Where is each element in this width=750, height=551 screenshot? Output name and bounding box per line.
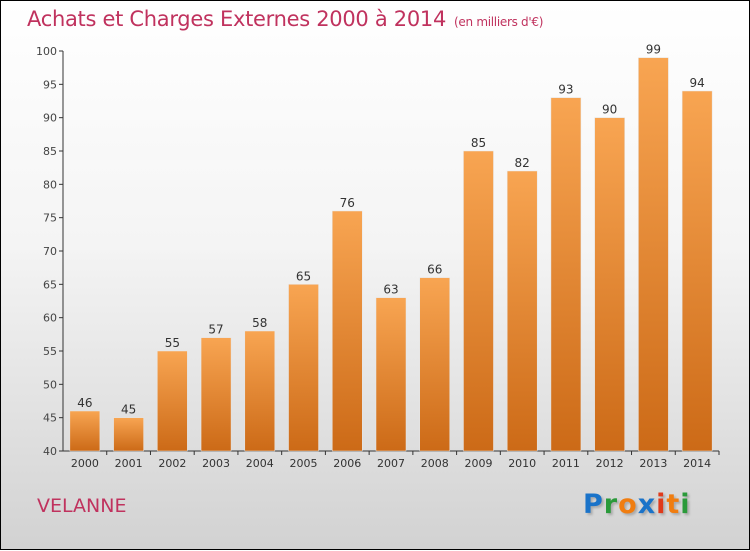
proxiti-logo: Proxiti — [583, 489, 691, 520]
data-label: 94 — [689, 76, 704, 90]
x-tick-label: 2002 — [158, 457, 186, 470]
data-label: 55 — [165, 336, 180, 350]
x-tick-label: 2010 — [508, 457, 536, 470]
y-tick-label: 100 — [36, 45, 57, 58]
logo-letter: i — [680, 489, 691, 520]
logo-letter: r — [603, 489, 619, 520]
bar-2002 — [157, 350, 188, 452]
y-tick-label: 45 — [43, 412, 57, 425]
logo-letter: i — [656, 489, 667, 520]
bar-2007 — [375, 297, 407, 452]
y-tick-label: 90 — [43, 112, 57, 125]
x-tick-label: 2004 — [246, 457, 274, 470]
bar-2011 — [550, 97, 582, 452]
data-label: 99 — [646, 43, 661, 57]
x-tick-label: 2012 — [596, 457, 624, 470]
data-label: 63 — [383, 283, 398, 297]
unit-label: (en milliers d'€) — [454, 15, 544, 29]
y-tick-label: 80 — [43, 178, 57, 191]
y-tick-label: 70 — [43, 245, 57, 258]
bar-2013 — [638, 57, 669, 452]
bar-2006 — [332, 210, 363, 452]
data-label: 93 — [558, 83, 573, 97]
commune-name: VELANNE — [37, 495, 127, 517]
logo-letter: P — [583, 489, 604, 520]
x-tick-label: 2009 — [464, 457, 492, 470]
x-tick-label: 2007 — [377, 457, 405, 470]
y-tick-label: 75 — [43, 212, 57, 225]
data-label: 76 — [340, 196, 355, 210]
bar-2009 — [463, 150, 494, 452]
data-label: 57 — [208, 323, 223, 337]
data-label: 85 — [471, 136, 486, 150]
x-tick-label: 2008 — [421, 457, 449, 470]
title-text: Achats et Charges Externes 2000 à 2014 — [27, 7, 447, 31]
x-tick-label: 2003 — [202, 457, 230, 470]
data-label: 90 — [602, 103, 617, 117]
data-label: 46 — [77, 396, 92, 410]
chart-title: Achats et Charges Externes 2000 à 2014 (e… — [27, 7, 543, 31]
x-tick-label: 2001 — [115, 457, 143, 470]
bar-2010 — [506, 170, 538, 452]
logo-letter: x — [637, 489, 657, 520]
logo-letter: o — [618, 489, 638, 520]
y-tick-label: 55 — [43, 345, 57, 358]
data-label: 45 — [121, 403, 136, 417]
bar-2001 — [113, 417, 144, 452]
x-tick-label: 2013 — [639, 457, 667, 470]
bar-2008 — [419, 277, 450, 452]
bar-2004 — [244, 330, 276, 452]
data-label: 82 — [515, 156, 530, 170]
x-tick-label: 2011 — [552, 457, 580, 470]
data-label: 65 — [296, 269, 311, 283]
y-tick-label: 50 — [43, 378, 57, 391]
y-tick-label: 60 — [43, 312, 57, 325]
bar-2005 — [288, 284, 319, 452]
y-tick-label: 40 — [43, 445, 57, 458]
bar-2003 — [200, 337, 232, 452]
data-label: 66 — [427, 263, 442, 277]
data-label: 58 — [252, 316, 267, 330]
y-tick-label: 95 — [43, 78, 57, 91]
y-tick-label: 65 — [43, 278, 57, 291]
logo-letter: t — [666, 489, 681, 520]
bar-2000 — [69, 410, 101, 452]
x-tick-label: 2006 — [333, 457, 361, 470]
x-tick-label: 2000 — [71, 457, 99, 470]
x-tick-label: 2005 — [290, 457, 318, 470]
bar-2012 — [594, 117, 625, 452]
x-tick-label: 2014 — [683, 457, 711, 470]
y-tick-label: 85 — [43, 145, 57, 158]
bar-2014 — [681, 90, 713, 452]
